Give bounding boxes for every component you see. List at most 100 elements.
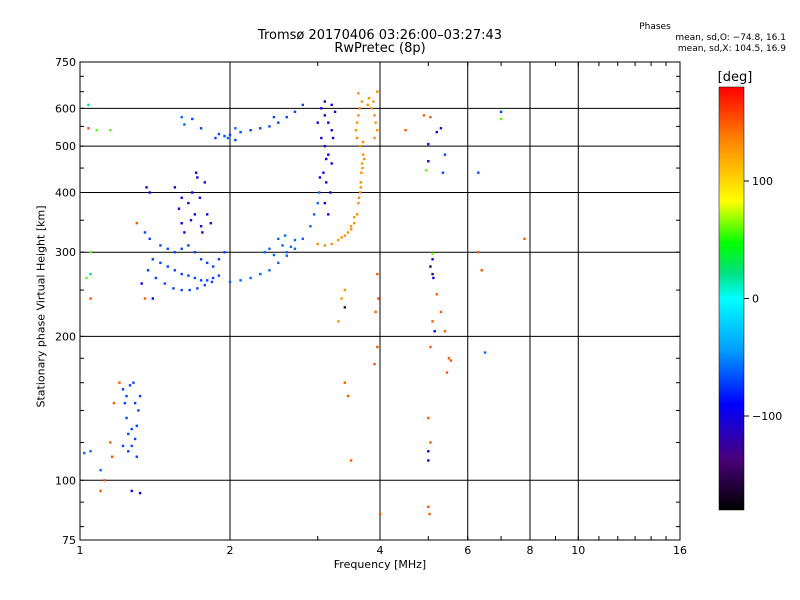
- data-point: [166, 247, 169, 250]
- data-point: [477, 251, 480, 254]
- data-point: [234, 138, 237, 142]
- data-point: [87, 127, 90, 130]
- data-point: [367, 96, 371, 100]
- data-point: [132, 381, 135, 384]
- data-point: [316, 201, 319, 205]
- data-point: [370, 107, 373, 110]
- data-point: [214, 136, 217, 140]
- data-point: [359, 186, 362, 189]
- data-point: [148, 191, 151, 194]
- y-axis-label: Stationary phase Virtual Height [km]: [34, 205, 48, 408]
- data-point: [272, 115, 276, 119]
- data-point: [358, 107, 361, 110]
- data-point: [376, 272, 379, 276]
- colorbar-unit-label: [deg]: [717, 70, 753, 85]
- data-point: [361, 140, 365, 144]
- grid-lines: [80, 62, 680, 540]
- data-point: [327, 213, 330, 216]
- data-point: [372, 100, 375, 103]
- data-point: [327, 121, 330, 124]
- data-point: [285, 251, 288, 254]
- data-point: [355, 213, 359, 216]
- data-point: [249, 276, 252, 280]
- data-point: [360, 162, 364, 165]
- phase-stats-o: mean, sd,O: −74.8, 16.1: [675, 33, 786, 43]
- colorbar-tick-label: −100: [752, 410, 782, 423]
- data-point: [343, 234, 347, 237]
- data-point: [189, 219, 193, 222]
- data-point: [357, 201, 360, 205]
- data-point: [89, 450, 92, 453]
- data-point: [99, 468, 102, 472]
- data-point: [125, 416, 128, 420]
- data-point: [427, 142, 430, 146]
- data-point: [135, 455, 138, 458]
- data-point: [352, 222, 356, 225]
- data-point: [277, 261, 280, 265]
- x-tick-label: 10: [571, 544, 585, 557]
- data-point: [301, 237, 305, 241]
- data-point: [263, 251, 267, 254]
- data-point: [121, 444, 125, 448]
- data-point: [431, 258, 434, 261]
- data-point: [187, 274, 190, 277]
- data-point: [429, 441, 432, 444]
- data-point: [112, 401, 116, 405]
- data-point: [193, 213, 197, 216]
- data-point: [187, 244, 190, 247]
- data-point: [137, 409, 140, 412]
- data-point: [99, 489, 102, 493]
- data-point: [318, 176, 322, 179]
- data-point: [183, 123, 186, 126]
- data-point: [123, 401, 126, 405]
- axis-ticks: 1 2 4 6 8 10 16 75 100 200 300 400 500 600 750: [55, 56, 687, 557]
- data-point: [183, 231, 186, 234]
- data-point: [159, 244, 162, 247]
- data-point: [277, 121, 280, 124]
- data-point: [130, 489, 133, 493]
- data-point: [239, 279, 242, 282]
- data-point: [234, 127, 237, 130]
- data-point: [277, 237, 280, 241]
- data-point: [146, 269, 150, 272]
- data-point: [499, 110, 503, 114]
- data-point: [309, 225, 312, 228]
- data-point: [432, 276, 435, 280]
- data-point: [431, 272, 434, 276]
- data-point: [191, 191, 194, 194]
- data-point: [228, 133, 232, 137]
- data-point: [145, 186, 148, 189]
- data-point: [443, 153, 447, 156]
- data-point: [199, 279, 203, 282]
- data-point: [424, 169, 428, 172]
- data-point: [205, 213, 209, 216]
- data-point: [135, 424, 138, 428]
- data-point: [293, 247, 297, 250]
- data-point: [151, 258, 155, 261]
- data-point: [349, 225, 353, 228]
- colorbar-tick-label: 100: [752, 175, 773, 188]
- data-point: [343, 381, 347, 384]
- data-point: [196, 287, 199, 290]
- data-point: [89, 272, 92, 276]
- data-point: [357, 196, 361, 199]
- chart-subtitle: RwPretec (8p): [334, 41, 426, 56]
- data-point: [249, 128, 252, 132]
- data-point: [228, 280, 232, 284]
- data-point: [323, 114, 327, 117]
- data-point: [127, 450, 130, 453]
- data-point: [83, 451, 86, 455]
- data-point: [374, 310, 377, 314]
- data-point: [95, 128, 98, 132]
- data-point: [330, 162, 333, 165]
- data-points: [83, 90, 526, 516]
- data-point: [433, 330, 436, 333]
- data-point: [355, 121, 359, 124]
- data-point: [173, 186, 177, 189]
- data-point: [199, 127, 203, 130]
- data-point: [103, 479, 106, 482]
- data-point: [340, 297, 343, 300]
- data-point: [359, 181, 362, 184]
- data-point: [320, 136, 323, 140]
